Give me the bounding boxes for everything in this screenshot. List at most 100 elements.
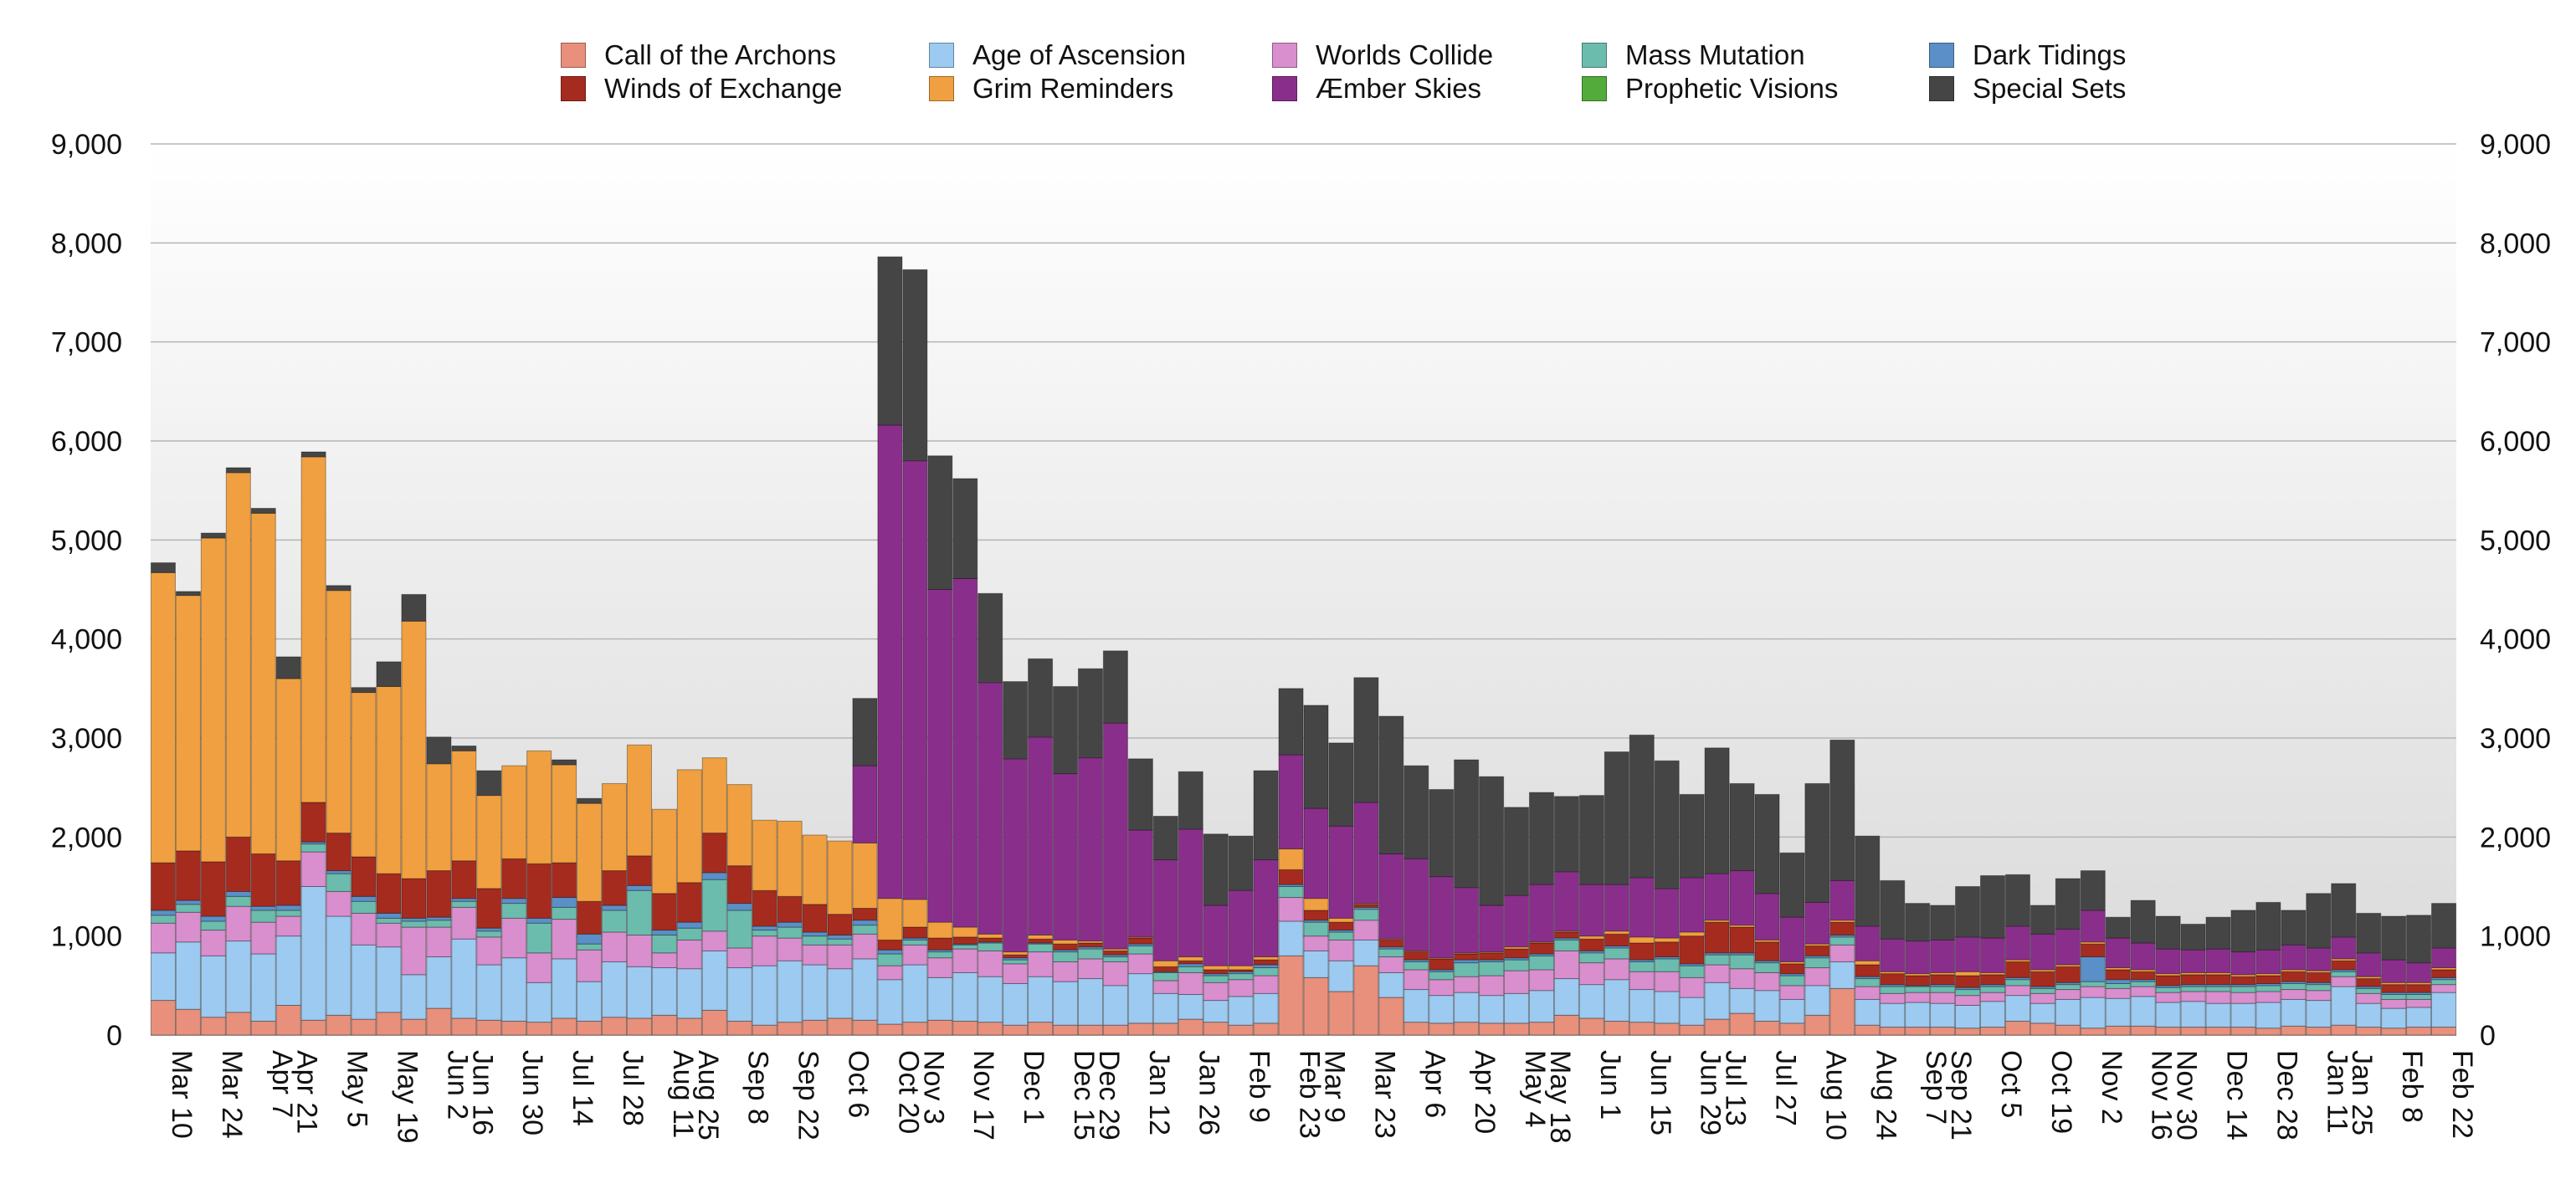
- bar-segment: [802, 904, 828, 933]
- x-tick-label: Nov 30: [2171, 1050, 2203, 1140]
- bar-segment: [752, 1024, 777, 1036]
- bar-segment: [1553, 871, 1579, 932]
- bar-segment: [676, 939, 702, 970]
- bar-segment: [2381, 984, 2407, 993]
- bar-segment: [1303, 705, 1329, 809]
- bar-segment: [1979, 984, 2006, 987]
- bar-segment: [1604, 947, 1629, 960]
- bar-segment: [1077, 942, 1103, 948]
- bar-segment: [150, 952, 176, 1002]
- bar-segment: [2004, 959, 2030, 962]
- bar-segment: [1704, 982, 1730, 1020]
- bar-segment: [852, 925, 878, 935]
- bar-segment: [1654, 941, 1680, 958]
- bar-segment: [1829, 961, 1855, 989]
- bar-segment: [877, 979, 903, 1025]
- bar-segment: [275, 656, 301, 679]
- legend-label: Prophetic Visions: [1625, 73, 1839, 104]
- bar-segment: [175, 850, 201, 901]
- legend-swatch: [561, 43, 586, 68]
- bar-segment: [376, 661, 402, 687]
- bar-segment: [927, 976, 953, 1021]
- bar-segment: [501, 898, 527, 905]
- bar-segment: [2155, 1027, 2181, 1036]
- bar-segment: [1028, 938, 1054, 944]
- bar-segment: [401, 593, 427, 622]
- bar-segment: [2205, 984, 2231, 987]
- bar-segment: [150, 1000, 176, 1036]
- bar-segment: [401, 878, 427, 919]
- bar-segment: [1704, 873, 1730, 921]
- bar-segment: [752, 930, 777, 937]
- bar-segment: [1003, 982, 1029, 1026]
- bar-segment: [200, 920, 226, 931]
- bar-segment: [1504, 807, 1530, 896]
- bar-segment: [1604, 933, 1629, 947]
- bar-segment: [250, 512, 276, 854]
- legend-item: Age of Ascension: [929, 38, 1186, 72]
- bar-segment: [1328, 960, 1354, 992]
- bar-segment: [2331, 986, 2357, 1026]
- bar-segment: [2331, 976, 2357, 987]
- bar-segment: [2230, 910, 2256, 953]
- bar-segment: [1052, 1024, 1079, 1036]
- legend-label: Worlds Collide: [1316, 39, 1494, 70]
- bar-segment: [1052, 773, 1079, 941]
- bar-segment: [1429, 958, 1455, 971]
- bar-segment: [1905, 941, 1931, 975]
- bar-segment: [1052, 981, 1079, 1026]
- x-tick-label: Jul 27: [1770, 1050, 1802, 1126]
- bar-segment: [1278, 869, 1304, 885]
- legend-item: Grim Reminders: [929, 72, 1173, 105]
- bar-segment: [701, 872, 727, 880]
- bar-segment: [2180, 1027, 2206, 1036]
- bar-segment: [1955, 989, 1981, 997]
- bar-segment: [2381, 1007, 2407, 1029]
- bar-segment: [2356, 978, 2382, 987]
- x-tick-label: May 5: [341, 1050, 373, 1128]
- bar-segment: [351, 692, 377, 858]
- bar-segment: [1779, 985, 1805, 1000]
- bar-segment: [1629, 734, 1655, 879]
- bar-segment: [1328, 991, 1354, 1036]
- bar-segment: [827, 840, 853, 915]
- bar-segment: [275, 910, 301, 917]
- bar-segment: [2281, 910, 2307, 946]
- bar-segment: [275, 915, 301, 937]
- bar-segment: [1353, 904, 1379, 908]
- bar-segment: [2055, 989, 2081, 1000]
- bar-segment: [150, 915, 176, 924]
- bar-segment: [1930, 992, 1956, 1004]
- x-tick-label: Dec 1: [1018, 1050, 1049, 1125]
- y-tick-label-right: 7,000: [2480, 327, 2551, 359]
- bar-segment: [1454, 976, 1480, 993]
- bar-segment: [927, 1019, 953, 1036]
- bar-segment: [802, 964, 828, 1021]
- bar-segment: [2230, 1002, 2256, 1028]
- x-tick-label: Aug 10: [1819, 1050, 1851, 1140]
- y-tick-label-left: 9,000: [51, 129, 122, 161]
- bar-segment: [451, 1017, 477, 1036]
- bar-segment: [552, 897, 577, 908]
- bar-segment: [927, 951, 953, 959]
- bar-segment: [1403, 1022, 1429, 1036]
- bar-segment: [577, 900, 603, 935]
- bar-segment: [2004, 961, 2030, 978]
- bar-segment: [1102, 650, 1128, 724]
- bar-segment: [2381, 998, 2407, 1009]
- bar-segment: [250, 953, 276, 1022]
- bar-segment: [451, 906, 477, 940]
- bar-segment: [1152, 960, 1178, 967]
- bar-segment: [401, 1018, 427, 1036]
- bar-segment: [1955, 936, 1981, 972]
- bar-segment: [2055, 984, 2081, 991]
- bar-segment: [1278, 754, 1304, 850]
- bar-segment: [1930, 1027, 1956, 1036]
- bar-segment: [1203, 975, 1229, 983]
- bar-segment: [626, 744, 652, 857]
- bar-segment: [150, 571, 176, 864]
- bar-segment: [2406, 993, 2432, 1000]
- bar-segment: [2255, 901, 2281, 951]
- bar-segment: [1729, 987, 1755, 1014]
